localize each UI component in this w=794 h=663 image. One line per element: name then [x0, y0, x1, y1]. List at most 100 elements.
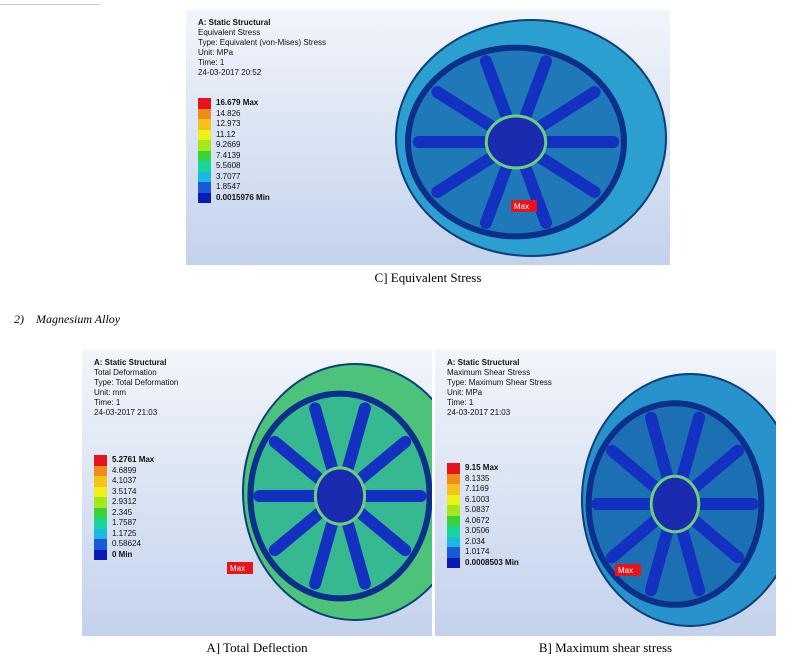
section-title: Magnesium Alloy	[36, 312, 121, 326]
legend-label: 9.2669	[216, 140, 241, 149]
legend-row: 9.15 Max	[447, 463, 519, 474]
section-number: 2)	[14, 312, 24, 326]
legend-label: 11.12	[216, 129, 236, 139]
legend-label: 3.7077	[216, 171, 241, 181]
spoke	[479, 55, 514, 126]
legend-label: 9.15 Max	[465, 463, 499, 472]
legend-row: 6.1003	[447, 494, 519, 505]
spoke	[352, 435, 412, 487]
legend-row: 4.6899	[94, 465, 154, 476]
legend-row: 7.1169	[447, 484, 519, 495]
spoke	[644, 521, 675, 597]
caption: B] Maximum shear stress	[538, 640, 673, 655]
legend-swatch	[94, 497, 107, 508]
header-line: A: Static Structural	[198, 18, 271, 27]
spoke	[518, 158, 553, 229]
header-line: Type: Equivalent (von-Mises) Stress	[198, 38, 327, 47]
legend-swatch	[198, 161, 211, 172]
legend-swatch	[94, 455, 107, 466]
hub	[313, 466, 367, 526]
header-line: Maximum Shear Stress	[447, 368, 531, 377]
legend-swatch	[198, 140, 211, 151]
legend-swatch	[198, 171, 211, 182]
max-tag-box	[227, 562, 253, 574]
legend-label: 5.0837	[465, 505, 490, 514]
legend-swatch	[447, 484, 460, 495]
legend-row: 11.12	[198, 129, 270, 140]
legend-label: 1.1725	[112, 528, 137, 538]
spoke	[352, 505, 412, 557]
legend-label: 3.0506	[465, 526, 490, 535]
result-image: Max A: Static Structural Equivalent Stress…	[186, 10, 670, 265]
spoke	[686, 512, 744, 564]
max-tag: Max	[618, 566, 633, 575]
spoke	[531, 149, 601, 198]
header-line: Unit: MPa	[447, 388, 483, 397]
legend-row: 5.0837	[447, 505, 519, 516]
legend-swatch	[94, 549, 107, 560]
legend-row: 1.7587	[94, 518, 154, 529]
spoke	[531, 86, 601, 135]
legend-swatch	[447, 515, 460, 526]
legend-label: 4.6899	[112, 465, 137, 475]
hub	[649, 474, 701, 534]
legend-swatch	[94, 507, 107, 518]
result-image: Max A: Static Structural Maximum Shear Str…	[435, 350, 776, 636]
header-line: Equivalent Stress	[198, 28, 261, 37]
header-line: Type: Maximum Shear Stress	[447, 378, 552, 387]
legend: 5.2761 Max 4.6899 4.1037 3.5174 2.9312 2.345 1…	[94, 455, 154, 560]
header-line: 24-03-2017 20:52	[198, 68, 262, 77]
legend-label: 1.0174	[465, 547, 490, 556]
legend-swatch	[94, 518, 107, 529]
legend-label: 0.0015976 Min	[216, 192, 270, 202]
legend-swatch	[447, 463, 460, 474]
spoke	[309, 402, 340, 478]
legend: 9.15 Max 8.1335 7.1169 6.1003 5.0837 4.0672 3.…	[447, 463, 519, 568]
legend-label: 12.973	[216, 119, 241, 128]
legend-label: 5.5608	[216, 161, 241, 170]
legend-row: 1.0174	[447, 547, 519, 558]
spoke	[606, 512, 664, 564]
legend-row: 3.5174	[94, 486, 154, 497]
header: A: Static Structural Equivalent Stress Typ…	[198, 18, 326, 78]
legend-swatch	[94, 486, 107, 497]
legend-label: 0.0008503 Min	[465, 557, 519, 567]
legend-swatch	[94, 528, 107, 539]
legend-row: 1.1725	[94, 528, 154, 539]
header-line: Time: 1	[447, 398, 474, 407]
legend-label: 2.9312	[112, 497, 137, 506]
legend-label: 4.1037	[112, 476, 137, 485]
legend-swatch	[94, 465, 107, 476]
legend-label: 8.1335	[465, 473, 490, 483]
legend-row: 7.4139	[198, 150, 270, 161]
header-line: Time: 1	[198, 58, 225, 67]
legend-swatch	[94, 539, 107, 550]
max-tag: Max	[514, 202, 529, 211]
spoke	[309, 514, 340, 590]
legend-label: 1.8547	[216, 182, 241, 191]
spoke	[431, 149, 501, 198]
legend-swatch	[447, 505, 460, 516]
legend-swatch	[198, 129, 211, 140]
max-tag-box	[615, 564, 641, 576]
spoke	[606, 444, 664, 496]
legend-label: 5.2761 Max	[112, 455, 155, 464]
legend-label: 1.7587	[112, 518, 137, 527]
legend-row: 3.7077	[198, 171, 270, 182]
legend-swatch	[447, 536, 460, 547]
legend-label: 16.679 Max	[216, 98, 259, 107]
legend-swatch	[447, 547, 460, 558]
max-tag: Max	[230, 564, 245, 573]
legend-label: 2.034	[465, 536, 486, 546]
legend-row: 12.973	[198, 119, 270, 130]
legend-label: 3.5174	[112, 486, 137, 496]
legend-swatch	[198, 150, 211, 161]
caption: C] Equivalent Stress	[374, 270, 482, 285]
header-line: Unit: MPa	[198, 48, 234, 57]
legend-swatch	[447, 526, 460, 537]
legend-row: 14.826	[198, 108, 270, 119]
legend-swatch	[447, 473, 460, 484]
spoke	[644, 411, 675, 487]
section-heading: 2) Magnesium Alloy	[14, 312, 120, 327]
